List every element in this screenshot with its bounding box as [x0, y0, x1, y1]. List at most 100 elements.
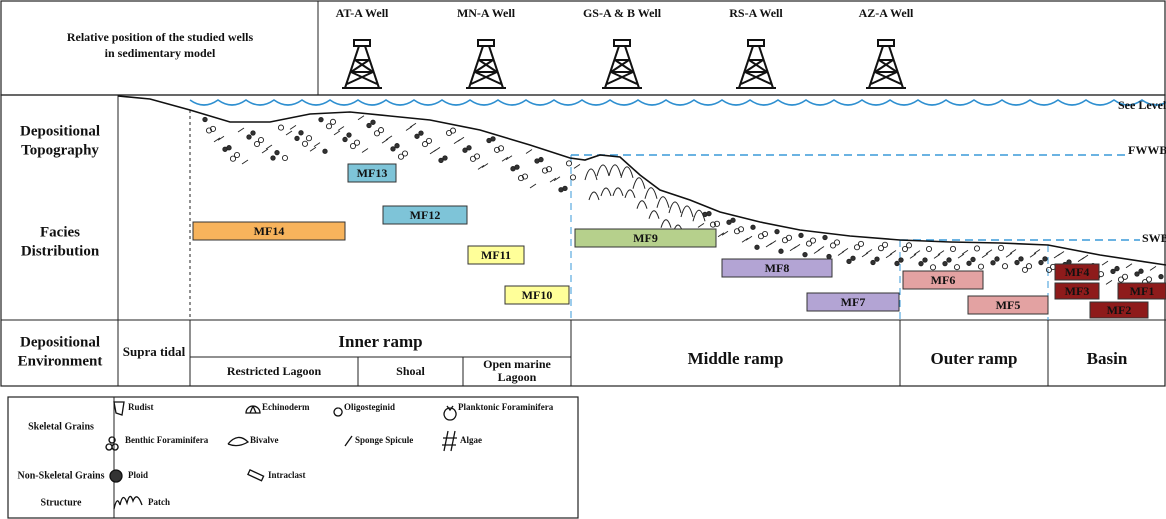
well-label: MN-A Well — [457, 6, 516, 20]
facies-label: MF11 — [481, 248, 511, 262]
grain — [698, 223, 704, 227]
grain — [262, 149, 268, 153]
grain — [282, 155, 287, 160]
zone-label: Middle ramp — [688, 349, 784, 368]
well-icon — [602, 40, 642, 88]
grain — [919, 261, 923, 265]
grain — [762, 231, 767, 236]
patch-arc — [649, 211, 659, 219]
grain — [570, 175, 575, 180]
grain — [827, 254, 831, 258]
legend-item: Echinoderm — [262, 402, 310, 412]
header-title: in sedimentary model — [105, 46, 216, 60]
grain — [302, 141, 307, 146]
grain — [890, 250, 896, 254]
ploid-icon — [110, 470, 122, 482]
grain — [799, 233, 803, 237]
grain — [286, 131, 292, 135]
grain — [415, 134, 419, 138]
facies-label: MF3 — [1065, 284, 1090, 298]
grain — [858, 241, 863, 246]
legend-icon — [114, 496, 142, 509]
grain — [266, 145, 272, 149]
header-title: Relative position of the studied wells — [67, 30, 254, 44]
icon-shape — [114, 402, 124, 415]
icon-shape — [114, 496, 142, 509]
patch-arc — [661, 220, 671, 228]
grain — [842, 248, 848, 252]
grain — [478, 165, 484, 169]
grain — [275, 150, 279, 154]
zone-label: Basin — [1087, 349, 1128, 368]
grain — [530, 184, 536, 188]
grain — [258, 137, 263, 142]
patch-arc — [597, 165, 609, 176]
subzone-label: Restricted Lagoon — [227, 364, 322, 378]
grain — [434, 147, 440, 151]
patch-arc — [637, 201, 647, 209]
patch-arc — [633, 178, 645, 189]
grain — [1006, 253, 1012, 257]
patch-arc — [625, 190, 635, 198]
grain — [1034, 250, 1040, 254]
well-label: RS-A Well — [729, 6, 783, 20]
subzone-label: Open marine — [483, 357, 551, 371]
grain — [574, 164, 580, 168]
grain — [247, 135, 251, 139]
patch-arc — [645, 188, 657, 199]
legend-box — [8, 397, 578, 518]
well-icon — [342, 40, 382, 88]
grain — [450, 128, 455, 133]
grain — [306, 136, 311, 141]
grain — [755, 245, 759, 249]
derrick-top — [614, 40, 630, 46]
grain — [982, 254, 988, 258]
icon-shape — [444, 406, 456, 420]
legend-item: Benthic Foraminifera — [125, 435, 209, 445]
derrick — [466, 46, 506, 88]
grain — [971, 257, 975, 261]
legend-icon — [110, 470, 122, 482]
grain — [991, 261, 995, 265]
facies-label: MF4 — [1065, 265, 1090, 279]
grain — [947, 258, 951, 262]
derrick-top — [878, 40, 894, 46]
patch-arc — [621, 167, 633, 178]
grain — [242, 160, 248, 164]
grain — [803, 252, 807, 256]
grain — [875, 257, 879, 261]
grain — [1111, 269, 1115, 273]
grain — [967, 261, 971, 265]
grain — [410, 123, 416, 127]
grain — [347, 133, 351, 137]
patch-arc — [657, 197, 669, 208]
row-label: Environment — [18, 353, 103, 369]
grain — [238, 128, 244, 132]
grain — [371, 120, 375, 124]
legend-icon — [442, 431, 457, 451]
row-label: Depositional — [20, 334, 100, 350]
grain — [978, 264, 983, 269]
grain — [998, 245, 1003, 250]
subzone-label: Lagoon — [498, 370, 537, 384]
grain — [310, 147, 316, 151]
grain — [539, 157, 543, 161]
grain — [386, 136, 392, 140]
grain — [1106, 280, 1112, 284]
grain — [847, 259, 851, 263]
patch-arc — [609, 165, 621, 176]
grain — [343, 137, 347, 141]
patch-arc — [693, 210, 705, 221]
grain — [314, 143, 320, 147]
icon-shape — [442, 431, 457, 451]
grain — [923, 258, 927, 262]
grain — [899, 258, 903, 262]
grain — [746, 236, 752, 240]
row-label: Facies — [40, 224, 80, 240]
well-label: AT-A Well — [336, 6, 389, 20]
legend-item: Intraclast — [268, 470, 306, 480]
grain — [203, 117, 207, 121]
grain — [290, 125, 296, 129]
patch-arc — [669, 202, 681, 213]
grain — [882, 242, 887, 247]
